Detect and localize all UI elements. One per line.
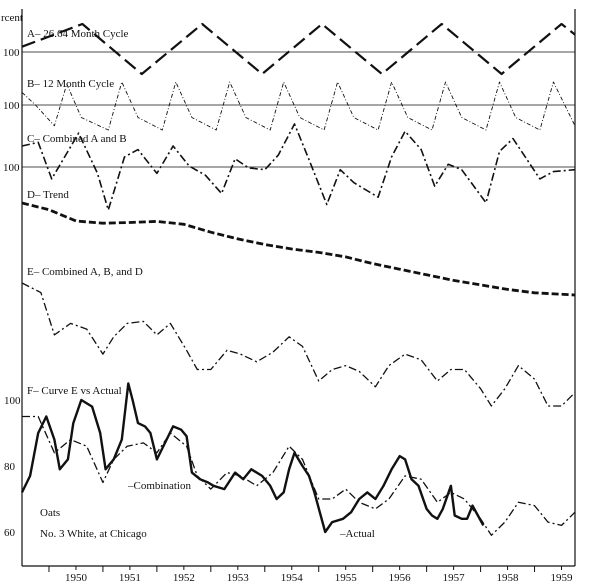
x-tick-label: 1955 — [335, 572, 358, 584]
series-combination-line — [22, 415, 576, 536]
series-c-line — [21, 123, 576, 211]
panel-f-y-tick-label: 80 — [4, 461, 16, 473]
commodity-label: Oats — [40, 507, 60, 519]
series-e-line — [21, 282, 576, 407]
panel-a-label: A– 26.64 Month Cycle — [27, 28, 129, 40]
x-tick-label: 1959 — [551, 572, 574, 584]
x-tick-label: 1958 — [497, 572, 520, 584]
y-unit-label: rcent — [1, 12, 23, 24]
series-d-line — [21, 201, 576, 297]
panel-b-baseline-label: 100 — [3, 100, 20, 112]
panel-c-label: C– Combined A and B — [27, 133, 127, 145]
panel-d-label: D– Trend — [27, 189, 69, 201]
x-tick-label: 1957 — [443, 572, 466, 584]
actual-annotation: –Actual — [339, 528, 375, 540]
x-axis-ticks: 1950 1951 1952 1953 1954 1955 1956 1957 1958 1959 — [48, 566, 574, 584]
x-tick-label: 1951 — [119, 572, 141, 584]
combination-annotation: –Combination — [127, 480, 191, 492]
panel-c-baseline-label: 100 — [3, 162, 20, 174]
x-tick-label: 1950 — [65, 572, 88, 584]
panel-f-y-ticks: 100 80 60 — [4, 395, 21, 539]
x-tick-label: 1953 — [227, 572, 250, 584]
location-label: No. 3 White, at Chicago — [40, 528, 147, 540]
x-tick-label: 1954 — [281, 572, 304, 584]
panel-a-baseline-label: 100 — [3, 47, 20, 59]
panel-f-y-tick-label: 60 — [4, 527, 16, 539]
panel-b-label: B– 12 Month Cycle — [27, 78, 114, 90]
panel-e-label: E– Combined A, B, and D — [27, 266, 143, 278]
x-tick-label: 1956 — [389, 572, 412, 584]
series-b-line — [21, 81, 576, 131]
panel-f-label: F– Curve E vs Actual — [27, 385, 122, 397]
x-tick-label: 1952 — [173, 572, 195, 584]
panel-f-y-tick-label: 100 — [4, 395, 21, 407]
series-actual-line — [20, 382, 485, 534]
